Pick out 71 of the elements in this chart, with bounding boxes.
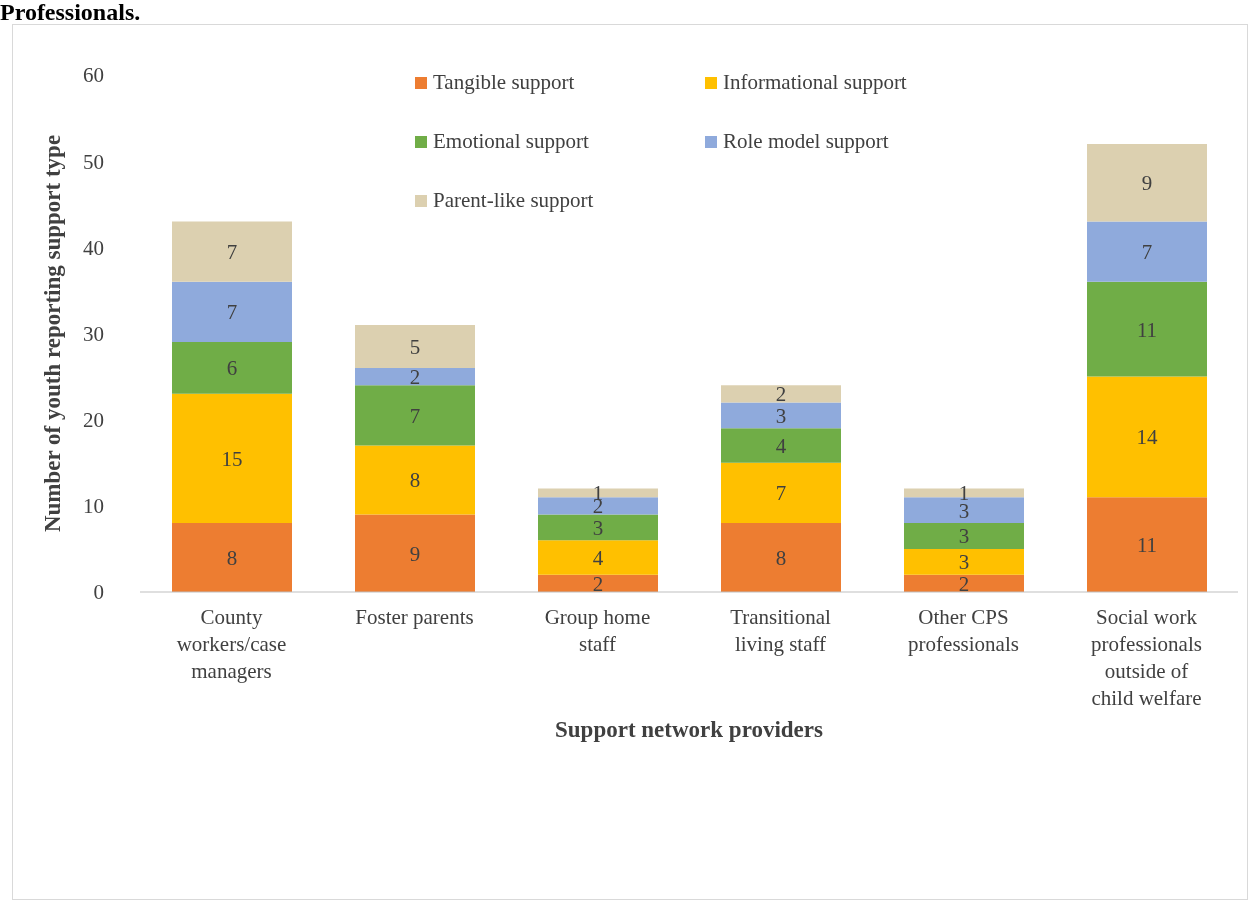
bar [1087,221,1207,282]
data-label: 11 [1136,533,1158,558]
x-tick-label: Social work professionals outside of child welfare [1091,605,1202,710]
data-label: 4 [592,545,604,570]
x-tick-label: Foster parents [355,605,474,629]
bar [538,574,658,592]
chart-title: Professionals. [0,0,141,25]
bar [721,523,841,592]
data-label: 2 [409,365,421,390]
x-tick-label: Group home staff [544,605,651,656]
bar [172,221,292,282]
bar [721,428,841,463]
data-label: 7 [1141,240,1153,265]
y-axis-title: Number of youth reporting support type [40,134,66,533]
bar [1087,376,1207,498]
legend-label: Role model support [723,129,889,154]
bar [355,445,475,515]
data-label: 15 [221,446,243,471]
data-label: 9 [409,541,421,566]
bar [904,488,1024,498]
y-tick-label: 0 [93,580,104,605]
data-label: 14 [1136,425,1158,450]
bar [904,574,1024,592]
data-label: 7 [226,300,238,325]
x-tick-label: Other CPS professionals [908,605,1019,656]
bar [172,281,292,343]
data-label: 4 [775,433,787,458]
data-label: 9 [1141,171,1153,196]
bar [172,342,292,394]
data-label: 8 [775,545,787,570]
bar [172,523,292,592]
data-label: 8 [226,545,238,570]
bar [1087,143,1207,222]
data-label: 3 [592,515,604,540]
x-tick-label: County workers/case managers [176,605,287,683]
legend-label: Tangible support [433,70,575,95]
bar [1087,497,1207,592]
y-tick-label: 30 [83,321,104,346]
data-label: 11 [1136,317,1158,342]
data-label: 7 [775,481,787,506]
x-tick-label: Transitional living staff [730,605,832,656]
bar [538,514,658,541]
bar [904,548,1024,575]
data-label: 7 [409,403,421,428]
data-label: 7 [226,240,238,265]
y-tick-label: 20 [83,408,104,433]
legend-label: Emotional support [433,129,589,154]
legend-label: Informational support [723,70,907,95]
legend-label: Parent-like support [433,188,594,213]
bar [538,488,658,498]
bar [538,540,658,575]
data-label: 3 [958,524,970,549]
bar [904,523,1024,549]
data-label: 2 [592,571,604,596]
bar [355,324,475,368]
bar [721,462,841,524]
y-tick-label: 60 [83,63,104,88]
y-tick-label: 40 [83,235,104,260]
bar [721,402,841,429]
bar [355,514,475,592]
bar [355,385,475,446]
data-label: 6 [226,356,238,381]
y-tick-label: 10 [83,494,104,519]
bar [721,385,841,403]
bar [355,367,475,386]
data-label: 5 [409,334,421,359]
x-axis-title: Support network providers [555,717,824,742]
bar [172,393,292,524]
bar [1087,281,1207,377]
y-tick-label: 50 [83,149,104,174]
data-label: 8 [409,468,421,493]
